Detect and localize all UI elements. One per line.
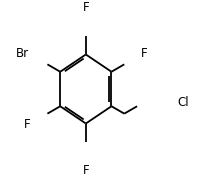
- Text: Br: Br: [16, 47, 29, 60]
- Text: F: F: [83, 164, 89, 177]
- Text: F: F: [24, 118, 31, 131]
- Text: F: F: [83, 1, 89, 14]
- Text: F: F: [141, 47, 148, 60]
- Text: Cl: Cl: [177, 96, 189, 109]
